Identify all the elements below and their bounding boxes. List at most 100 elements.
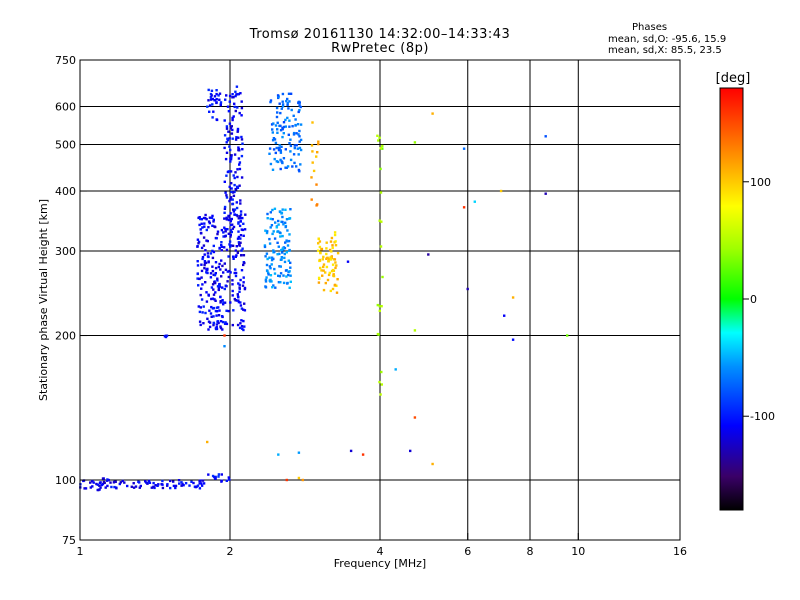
data-point — [212, 288, 215, 291]
data-point — [234, 188, 238, 191]
data-point — [336, 252, 340, 255]
data-point — [90, 479, 94, 483]
data-point — [272, 137, 276, 140]
data-point — [243, 286, 247, 290]
data-point — [297, 153, 300, 156]
data-point — [242, 276, 245, 279]
data-point — [223, 146, 226, 150]
data-point — [215, 237, 218, 240]
data-point — [223, 211, 226, 214]
data-point — [329, 240, 333, 243]
data-point — [284, 166, 287, 169]
data-point — [230, 230, 233, 234]
data-point — [380, 383, 383, 386]
data-point — [299, 123, 303, 126]
y-tick-label: 500 — [55, 139, 76, 152]
data-point — [126, 484, 129, 488]
data-point — [242, 263, 245, 267]
data-point — [265, 269, 269, 272]
data-point — [240, 138, 244, 141]
data-point — [379, 191, 383, 194]
data-point — [234, 268, 237, 271]
data-point — [211, 297, 215, 300]
data-point — [197, 240, 201, 244]
data-point — [237, 235, 241, 239]
data-point — [239, 241, 242, 244]
data-point — [89, 486, 92, 489]
data-point — [205, 228, 208, 232]
data-point — [231, 93, 234, 96]
data-point — [264, 255, 267, 258]
data-point — [289, 158, 293, 162]
data-point — [210, 216, 214, 219]
data-point — [181, 482, 184, 486]
data-point — [239, 220, 242, 223]
data-point — [266, 212, 269, 216]
data-point — [298, 146, 302, 150]
data-point — [239, 234, 243, 237]
data-point — [216, 277, 219, 280]
data-point — [214, 477, 217, 480]
data-point — [503, 314, 506, 317]
data-point — [229, 245, 232, 248]
data-point — [235, 201, 238, 204]
colorbar-unit-label: [deg] — [716, 71, 751, 86]
data-point — [219, 101, 223, 104]
data-point — [290, 108, 293, 112]
data-point — [242, 222, 245, 225]
data-point — [202, 322, 205, 325]
data-point — [224, 191, 227, 194]
data-point — [277, 245, 280, 248]
data-point — [279, 265, 282, 268]
data-point — [286, 229, 289, 232]
data-point — [379, 167, 382, 171]
data-point — [242, 319, 245, 323]
data-point — [265, 252, 269, 255]
data-point — [276, 160, 280, 164]
data-point — [224, 230, 227, 233]
data-point — [329, 256, 332, 259]
data-point — [209, 272, 213, 275]
data-point — [242, 328, 245, 332]
data-point — [200, 269, 204, 273]
data-point — [279, 272, 283, 275]
data-point — [322, 288, 326, 292]
data-point — [219, 103, 222, 107]
data-point — [277, 281, 281, 284]
data-point — [285, 99, 288, 103]
data-point — [235, 254, 238, 257]
data-point — [409, 449, 412, 453]
data-point — [237, 296, 240, 299]
data-point — [172, 480, 175, 483]
data-point — [317, 281, 321, 284]
data-point — [212, 220, 215, 223]
data-point — [204, 281, 207, 284]
data-point — [285, 218, 289, 221]
data-point — [289, 144, 293, 148]
data-point — [206, 239, 209, 243]
x-tick-label: 16 — [673, 545, 687, 558]
data-point — [196, 277, 199, 280]
data-point — [238, 167, 242, 171]
data-point — [166, 483, 169, 486]
data-point — [110, 485, 113, 489]
data-point — [222, 235, 225, 238]
data-point — [297, 110, 300, 114]
data-point — [230, 154, 233, 157]
data-point — [284, 225, 287, 229]
data-point — [413, 416, 417, 419]
data-point — [310, 176, 313, 179]
data-point — [230, 190, 233, 194]
data-point — [264, 285, 267, 288]
data-point — [274, 141, 278, 145]
data-point — [277, 148, 281, 152]
data-point — [200, 222, 203, 225]
data-point — [233, 176, 236, 180]
data-point — [269, 162, 273, 166]
data-point — [212, 244, 215, 248]
x-tick-label: 8 — [527, 545, 534, 558]
data-point — [239, 215, 242, 218]
data-point — [222, 271, 225, 274]
data-point — [236, 175, 239, 179]
data-point — [202, 216, 206, 220]
